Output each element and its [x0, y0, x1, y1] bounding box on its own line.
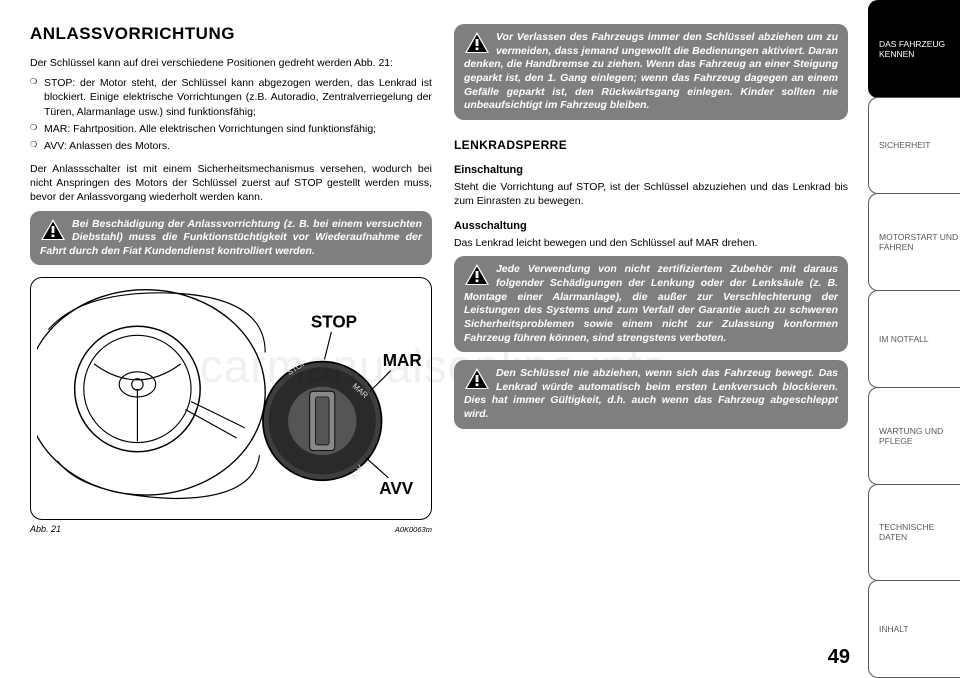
warning-box-leave-vehicle: Vor Verlassen des Fahrzeugs immer den Sc… — [454, 24, 848, 120]
warning-text: Vor Verlassen des Fahrzeugs immer den Sc… — [464, 31, 838, 113]
engage-paragraph: Steht die Vorrichtung auf STOP, ist der … — [454, 180, 848, 208]
intro-paragraph: Der Schlüssel kann auf drei verschiedene… — [30, 56, 432, 70]
content-area: carmanualsonline.info ANLASSVORRICHTUNG … — [0, 0, 868, 677]
main-heading: ANLASSVORRICHTUNG — [30, 24, 432, 44]
left-column: ANLASSVORRICHTUNG Der Schlüssel kann auf… — [30, 24, 432, 665]
disengage-paragraph: Das Lenkrad leicht bewegen und den Schlü… — [454, 236, 848, 250]
list-item: MAR: Fahrtposition. Alle elektrischen Vo… — [30, 122, 432, 136]
warning-icon — [40, 218, 66, 241]
warning-box-damage: Bei Beschädigung der Anlassvorrichtung (… — [30, 211, 432, 266]
key-positions-list: STOP: der Motor steht, der Schlüssel kan… — [30, 76, 432, 156]
sidebar-item-label: SICHERHEIT — [879, 140, 930, 150]
figure-label: Abb. 21 — [30, 524, 61, 534]
sidebar-item-index[interactable]: INHALT — [868, 580, 960, 678]
sidebar-item-vehicle[interactable]: DAS FAHRZEUG KENNEN — [868, 0, 960, 98]
figure-code: A0K0063m — [395, 525, 432, 534]
figure-label-avv: AVV — [379, 479, 413, 498]
sidebar-nav: DAS FAHRZEUG KENNEN SICHERHEIT MOTORSTAR… — [868, 0, 960, 677]
warning-icon — [464, 31, 490, 54]
steering-lock-heading: LENKRADSPERRE — [454, 138, 848, 152]
sidebar-item-techdata[interactable]: TECHNISCHE DATEN — [868, 484, 960, 582]
figure-caption-row: Abb. 21 A0K0063m — [30, 524, 432, 534]
ignition-figure: STOP MAR AVV STOP MAR AVV — [37, 284, 425, 512]
list-item: AVV: Anlassen des Motors. — [30, 139, 432, 153]
figure-box: STOP MAR AVV STOP MAR AVV — [30, 277, 432, 519]
sidebar-item-label: INHALT — [879, 624, 909, 634]
sidebar-item-starting[interactable]: MOTORSTART UND FAHREN — [868, 193, 960, 291]
list-item: STOP: der Motor steht, der Schlüssel kan… — [30, 76, 432, 119]
warning-text: Den Schlüssel nie abziehen, wenn sich da… — [464, 367, 838, 422]
disengage-heading: Ausschaltung — [454, 220, 848, 232]
sidebar-item-label: MOTORSTART UND FAHREN — [879, 232, 960, 252]
sidebar-item-emergency[interactable]: IM NOTFALL — [868, 290, 960, 388]
figure-label-mar: MAR — [383, 352, 422, 371]
page-root: carmanualsonline.info ANLASSVORRICHTUNG … — [0, 0, 960, 677]
sidebar-item-safety[interactable]: SICHERHEIT — [868, 97, 960, 195]
warning-text: Bei Beschädigung der Anlassvorrichtung (… — [40, 218, 422, 259]
sidebar-item-label: TECHNISCHE DATEN — [879, 522, 960, 542]
sidebar-item-label: WARTUNG UND PFLEGE — [879, 426, 960, 446]
warning-box-moving-vehicle: Den Schlüssel nie abziehen, wenn sich da… — [454, 360, 848, 429]
page-number: 49 — [828, 646, 850, 669]
right-column: Vor Verlassen des Fahrzeugs immer den Sc… — [454, 24, 848, 665]
warning-text: Jede Verwendung von nicht zertifiziertem… — [464, 263, 838, 345]
sidebar-item-label: IM NOTFALL — [879, 334, 929, 344]
engage-heading: Einschaltung — [454, 164, 848, 176]
figure-label-stop: STOP — [311, 313, 357, 332]
safety-mechanism-paragraph: Der Anlassschalter ist mit einem Sicherh… — [30, 162, 432, 205]
warning-icon — [464, 263, 490, 286]
warning-box-accessories: Jede Verwendung von nicht zertifiziertem… — [454, 256, 848, 352]
sidebar-item-label: DAS FAHRZEUG KENNEN — [879, 39, 960, 59]
sidebar-item-maintenance[interactable]: WARTUNG UND PFLEGE — [868, 387, 960, 485]
warning-icon — [464, 367, 490, 390]
